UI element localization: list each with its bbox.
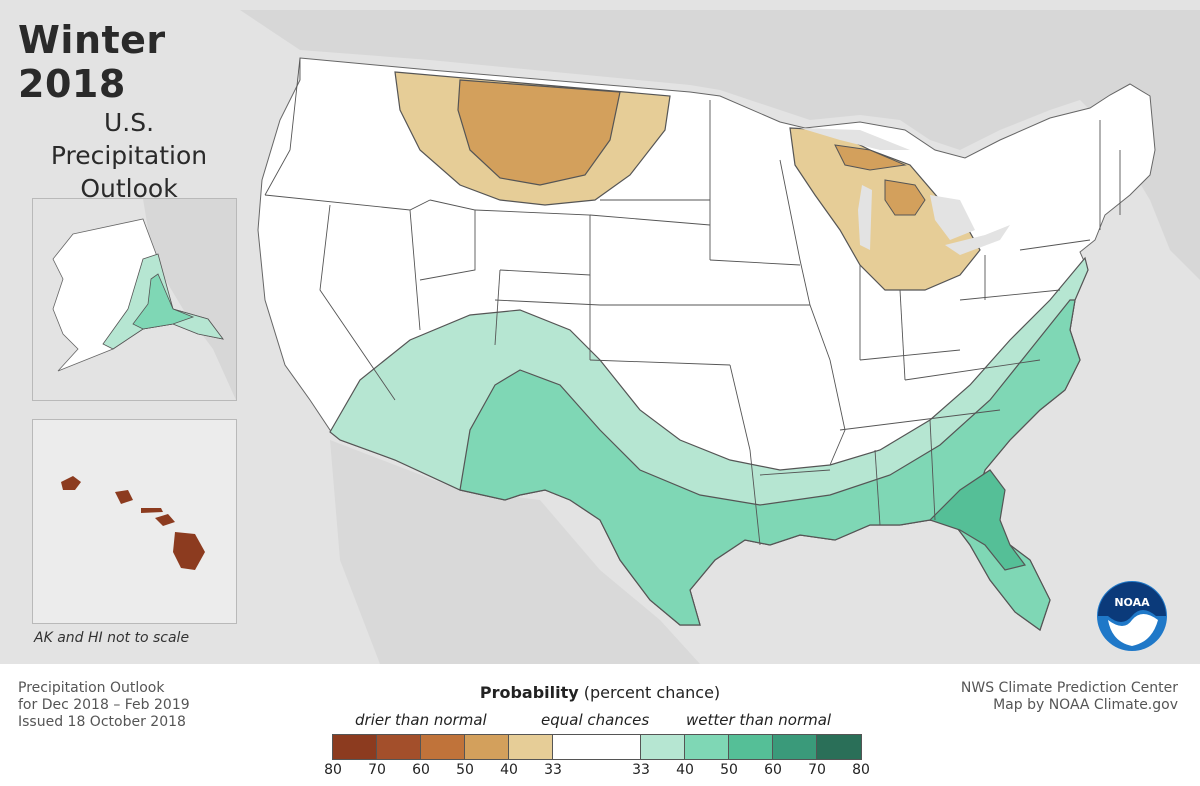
legend-swatch bbox=[509, 735, 553, 759]
legend-tick-label: 40 bbox=[676, 762, 694, 778]
inset-note: AK and HI not to scale bbox=[34, 630, 190, 646]
legend-swatch bbox=[333, 735, 377, 759]
legend-tick-label: 60 bbox=[412, 762, 430, 778]
dry-mid-up bbox=[834, 144, 907, 171]
legend-title: Probability (percent chance) bbox=[400, 683, 800, 702]
legend-tick-label: 70 bbox=[808, 762, 826, 778]
lake-huron bbox=[930, 195, 975, 240]
hawaii-island-molokai bbox=[141, 508, 163, 513]
mexico-land bbox=[330, 440, 700, 664]
credits: NWS Climate Prediction Center Map by NOA… bbox=[961, 680, 1178, 714]
legend-tick-label: 40 bbox=[500, 762, 518, 778]
hawaii-island-big bbox=[173, 532, 205, 570]
legend-tick-label: 50 bbox=[456, 762, 474, 778]
hawaii-inset bbox=[32, 419, 237, 624]
legend-drier-label: drier than normal bbox=[355, 711, 487, 729]
credits-line-2: Map by NOAA Climate.gov bbox=[993, 697, 1178, 713]
dry-light-greatlakes bbox=[789, 127, 981, 291]
legend-swatch bbox=[641, 735, 685, 759]
outlook-info: Precipitation Outlook for Dec 2018 – Feb… bbox=[18, 680, 190, 731]
alaska-inset bbox=[32, 198, 237, 401]
lake-erie-ontario bbox=[945, 225, 1010, 255]
legend-color-bar bbox=[332, 734, 862, 760]
lake-superior bbox=[800, 128, 910, 150]
hawaii-island-oahu bbox=[115, 490, 133, 504]
legend-tick-label: 60 bbox=[764, 762, 782, 778]
precipitation-map bbox=[240, 10, 1200, 664]
hawaii-island-kauai bbox=[61, 476, 81, 490]
title-line-2: Precipitation bbox=[50, 141, 208, 170]
alaska-wet-mid bbox=[132, 273, 195, 330]
legend-tick-label: 80 bbox=[324, 762, 342, 778]
dry-mid-michigan bbox=[884, 179, 926, 216]
page-title: Winter 2018 bbox=[18, 18, 166, 106]
canada-inset-land bbox=[143, 199, 236, 400]
hawaii-island-maui bbox=[155, 514, 175, 526]
canada-land bbox=[240, 10, 1200, 280]
wet-mid-band bbox=[459, 299, 1081, 631]
legend-tick-label: 33 bbox=[544, 762, 562, 778]
legend-swatch bbox=[817, 735, 861, 759]
legend-swatch bbox=[421, 735, 465, 759]
legend-tick-label: 80 bbox=[852, 762, 870, 778]
alaska-map bbox=[33, 199, 236, 400]
legend-swatch bbox=[773, 735, 817, 759]
outlook-info-line-1: Precipitation Outlook bbox=[18, 680, 165, 696]
legend-swatch bbox=[377, 735, 421, 759]
noaa-logo-text: NOAA bbox=[1114, 596, 1150, 609]
outlook-info-line-3: Issued 18 October 2018 bbox=[18, 714, 186, 730]
legend-title-rest: (percent chance) bbox=[583, 683, 721, 702]
legend-title-bold: Probability bbox=[479, 683, 579, 702]
legend-swatch bbox=[465, 735, 509, 759]
noaa-logo-icon: NOAA bbox=[1097, 581, 1167, 651]
wet-dark-southeast bbox=[928, 469, 1027, 571]
legend-tick-label: 33 bbox=[632, 762, 650, 778]
map-area: Winter 2018 U.S. Precipitation Outlook A… bbox=[0, 0, 1200, 664]
legend-equal-label: equal chances bbox=[541, 711, 650, 729]
map-title-block: Winter 2018 U.S. Precipitation Outlook bbox=[18, 18, 258, 205]
legend-wetter-label: wetter than normal bbox=[686, 711, 832, 729]
legend-swatch bbox=[685, 735, 729, 759]
legend-swatch bbox=[553, 735, 641, 759]
title-line-1: U.S. bbox=[103, 108, 155, 137]
credits-line-1: NWS Climate Prediction Center bbox=[960, 680, 1178, 696]
legend-tick-label: 70 bbox=[368, 762, 386, 778]
legend-swatch bbox=[729, 735, 773, 759]
lake-michigan bbox=[858, 185, 872, 250]
legend-tick-label: 50 bbox=[720, 762, 738, 778]
state-boundaries bbox=[264, 57, 1121, 546]
dry-mid-north bbox=[457, 79, 621, 186]
outlook-info-line-2: for Dec 2018 – Feb 2019 bbox=[18, 697, 190, 713]
hawaii-map bbox=[33, 420, 236, 623]
